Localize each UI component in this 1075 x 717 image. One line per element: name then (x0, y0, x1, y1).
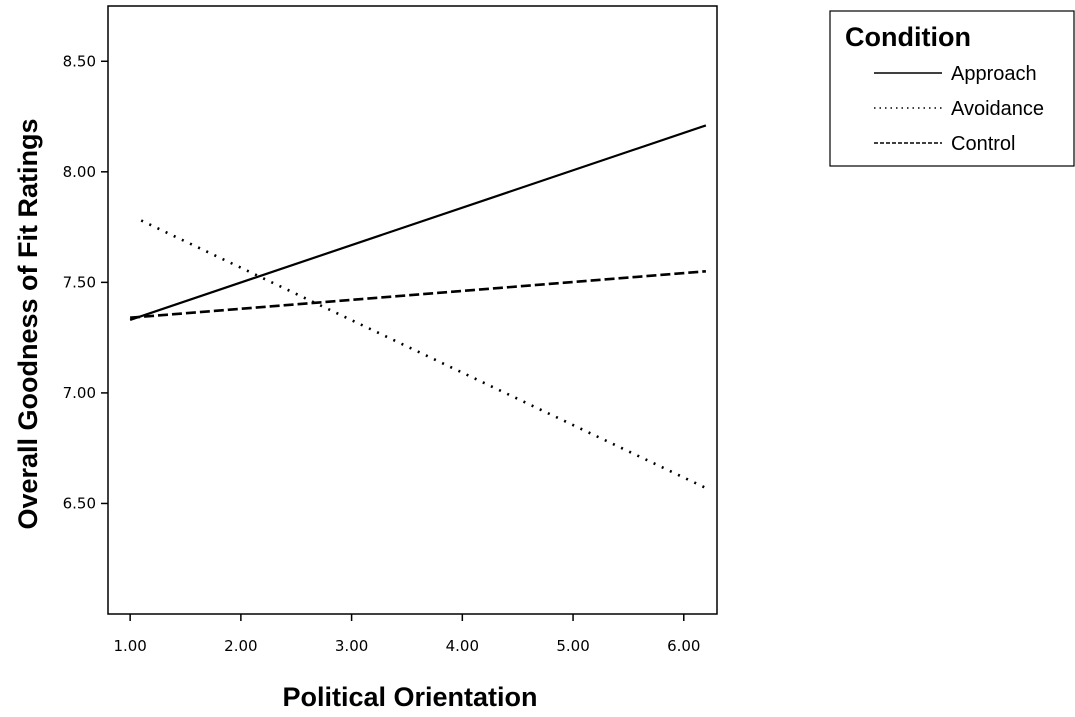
legend-label-control: Control (951, 133, 1015, 155)
legend-title: Condition (845, 22, 971, 52)
legend-label-avoidance: Avoidance (951, 98, 1044, 120)
series-line-approach (129, 124, 707, 321)
x-tick-label: 1.00 (113, 637, 146, 655)
legend-items: Approach Avoidance Control (874, 63, 1044, 155)
y-tick-label: 8.50 (63, 52, 96, 70)
y-tick-label: 8.00 (63, 163, 96, 181)
y-tick-label: 7.00 (63, 384, 96, 402)
series-line-control (129, 270, 707, 319)
x-tick-label: 2.00 (224, 637, 257, 655)
y-axis: 6.50 7.00 7.50 8.00 8.50 (63, 52, 108, 512)
legend-box (829, 10, 1075, 167)
series-layer (129, 124, 707, 490)
series-line-avoidance (140, 219, 707, 490)
y-axis-title: Overall Goodness of Fit Ratings (13, 118, 43, 529)
x-tick-label: 4.00 (446, 637, 479, 655)
x-tick-label: 5.00 (556, 637, 589, 655)
legend: Condition Approach Avoidance Control (829, 10, 1075, 167)
x-axis: 1.00 2.00 3.00 4.00 5.00 6.00 (113, 614, 700, 655)
y-tick-label: 7.50 (63, 273, 96, 291)
y-tick-label: 6.50 (63, 494, 96, 512)
x-tick-label: 6.00 (667, 637, 700, 655)
legend-label-approach: Approach (951, 63, 1037, 85)
x-tick-label: 3.00 (335, 637, 368, 655)
x-axis-title: Political Orientation (282, 682, 537, 712)
plot-area-frame (107, 5, 718, 615)
